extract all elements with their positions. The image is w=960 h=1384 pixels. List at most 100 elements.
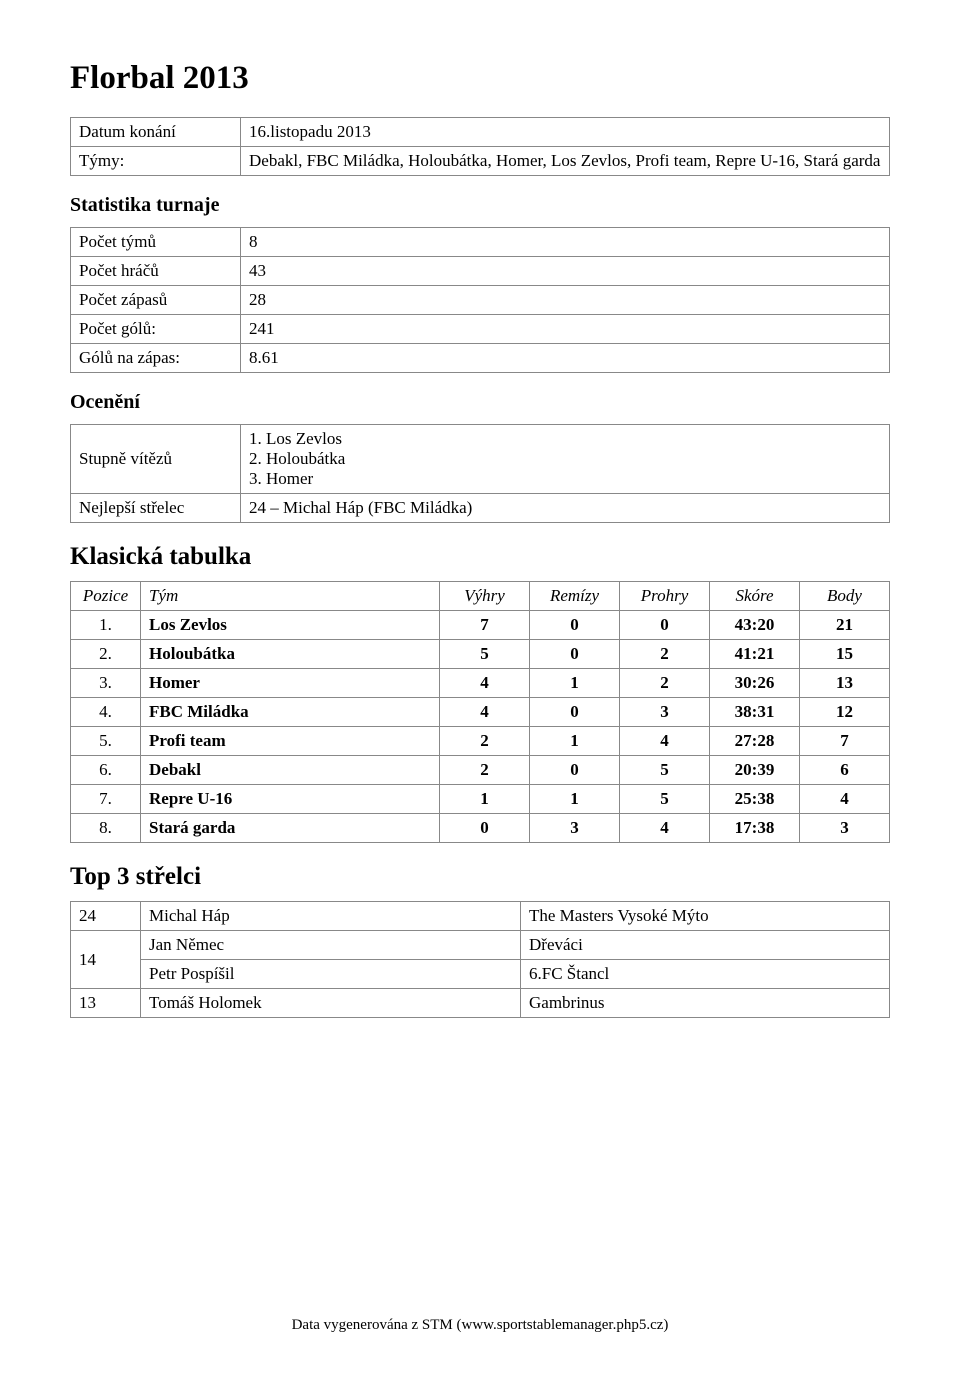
standings-draws: 0 [530, 640, 620, 669]
standings-points: 6 [800, 756, 890, 785]
standings-table: Pozice Tým Výhry Remízy Prohry Skóre Bod… [70, 581, 890, 843]
standings-wins: 2 [440, 727, 530, 756]
scorer-name: Petr Pospíšil [141, 960, 521, 989]
standings-wins: 5 [440, 640, 530, 669]
col-team: Tým [141, 582, 440, 611]
scorer-name: Jan Němec [141, 931, 521, 960]
table-row: 13Tomáš HolomekGambrinus [71, 989, 890, 1018]
standings-pos: 4. [71, 698, 141, 727]
standings-score: 43:20 [710, 611, 800, 640]
standings-losses: 2 [620, 669, 710, 698]
stat-label: Počet týmů [71, 228, 241, 257]
standings-heading: Klasická tabulka [70, 543, 890, 571]
standings-draws: 0 [530, 756, 620, 785]
page-title: Florbal 2013 [70, 60, 890, 97]
col-pos: Pozice [71, 582, 141, 611]
standings-score: 27:28 [710, 727, 800, 756]
awards-heading: Ocenění [70, 391, 890, 414]
footer-text: Data vygenerována z STM (www.sportstable… [0, 1317, 960, 1334]
standings-points: 4 [800, 785, 890, 814]
info-label: Datum konání [71, 118, 241, 147]
table-row: Gólů na zápas:8.61 [71, 344, 890, 373]
standings-header-row: Pozice Tým Výhry Remízy Prohry Skóre Bod… [71, 582, 890, 611]
table-row: 1.Los Zevlos70043:2021 [71, 611, 890, 640]
scorer-rank: 14 [71, 931, 141, 989]
standings-draws: 1 [530, 669, 620, 698]
table-row: Počet zápasů28 [71, 286, 890, 315]
standings-points: 13 [800, 669, 890, 698]
award-label: Stupně vítězů [71, 425, 241, 494]
standings-pos: 2. [71, 640, 141, 669]
stat-value: 8.61 [241, 344, 890, 373]
col-losses: Prohry [620, 582, 710, 611]
col-wins: Výhry [440, 582, 530, 611]
standings-pos: 1. [71, 611, 141, 640]
table-row: 2.Holoubátka50241:2115 [71, 640, 890, 669]
col-score: Skóre [710, 582, 800, 611]
table-row: 6.Debakl20520:396 [71, 756, 890, 785]
table-row: 14Jan NěmecDřeváci [71, 931, 890, 960]
standings-draws: 1 [530, 727, 620, 756]
standings-points: 21 [800, 611, 890, 640]
standings-losses: 0 [620, 611, 710, 640]
stats-table: Počet týmů8Počet hráčů43Počet zápasů28Po… [70, 227, 890, 373]
table-row: Počet týmů8 [71, 228, 890, 257]
standings-score: 25:38 [710, 785, 800, 814]
standings-draws: 0 [530, 698, 620, 727]
awards-table: Stupně vítězů1. Los Zevlos 2. Holoubátka… [70, 424, 890, 523]
scorer-rank: 24 [71, 902, 141, 931]
stat-label: Počet gólů: [71, 315, 241, 344]
standings-wins: 4 [440, 669, 530, 698]
scorer-name: Michal Háp [141, 902, 521, 931]
table-row: Petr Pospíšil6.FC Štancl [71, 960, 890, 989]
table-row: Stupně vítězů1. Los Zevlos 2. Holoubátka… [71, 425, 890, 494]
table-row: 3.Homer41230:2613 [71, 669, 890, 698]
scorer-team: Gambrinus [521, 989, 890, 1018]
standings-score: 20:39 [710, 756, 800, 785]
stat-value: 241 [241, 315, 890, 344]
standings-wins: 7 [440, 611, 530, 640]
standings-team: Debakl [141, 756, 440, 785]
scorer-team: The Masters Vysoké Mýto [521, 902, 890, 931]
standings-pos: 6. [71, 756, 141, 785]
info-label: Týmy: [71, 147, 241, 176]
col-draws: Remízy [530, 582, 620, 611]
standings-draws: 0 [530, 611, 620, 640]
standings-team: Los Zevlos [141, 611, 440, 640]
table-row: 8.Stará garda03417:383 [71, 814, 890, 843]
standings-team: Repre U-16 [141, 785, 440, 814]
event-info-table: Datum konání16.listopadu 2013Týmy:Debakl… [70, 117, 890, 176]
standings-losses: 2 [620, 640, 710, 669]
standings-pos: 8. [71, 814, 141, 843]
table-row: 24Michal HápThe Masters Vysoké Mýto [71, 902, 890, 931]
standings-team: Holoubátka [141, 640, 440, 669]
standings-team: Homer [141, 669, 440, 698]
standings-pos: 3. [71, 669, 141, 698]
stat-label: Počet hráčů [71, 257, 241, 286]
standings-wins: 0 [440, 814, 530, 843]
standings-team: FBC Miládka [141, 698, 440, 727]
col-points: Body [800, 582, 890, 611]
scorer-team: Dřeváci [521, 931, 890, 960]
table-row: Datum konání16.listopadu 2013 [71, 118, 890, 147]
scorer-rank: 13 [71, 989, 141, 1018]
standings-score: 41:21 [710, 640, 800, 669]
standings-losses: 4 [620, 727, 710, 756]
standings-wins: 4 [440, 698, 530, 727]
standings-points: 7 [800, 727, 890, 756]
table-row: Počet gólů:241 [71, 315, 890, 344]
info-value: Debakl, FBC Miládka, Holoubátka, Homer, … [241, 147, 890, 176]
standings-losses: 5 [620, 785, 710, 814]
standings-score: 17:38 [710, 814, 800, 843]
scorers-heading: Top 3 střelci [70, 863, 890, 891]
standings-draws: 3 [530, 814, 620, 843]
info-value: 16.listopadu 2013 [241, 118, 890, 147]
stats-heading: Statistika turnaje [70, 194, 890, 217]
table-row: Nejlepší střelec24 – Michal Háp (FBC Mil… [71, 494, 890, 523]
award-value: 1. Los Zevlos 2. Holoubátka 3. Homer [241, 425, 890, 494]
standings-wins: 1 [440, 785, 530, 814]
table-row: 4.FBC Miládka40338:3112 [71, 698, 890, 727]
award-value: 24 – Michal Háp (FBC Miládka) [241, 494, 890, 523]
stat-value: 28 [241, 286, 890, 315]
standings-team: Profi team [141, 727, 440, 756]
